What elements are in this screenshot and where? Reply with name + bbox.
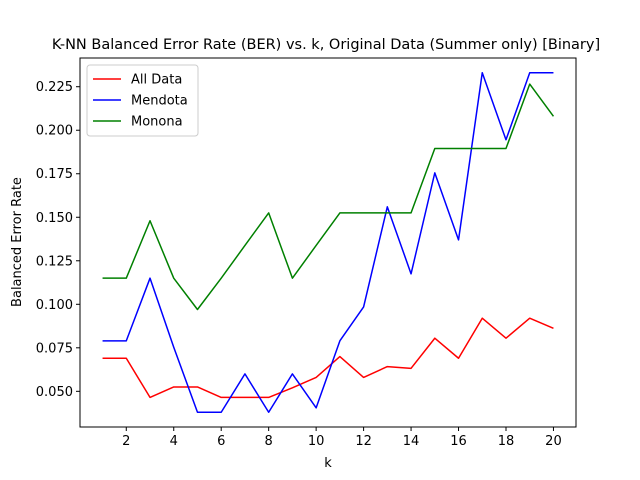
x-tick-label: 20 <box>545 434 562 449</box>
x-tick-label: 12 <box>355 434 372 449</box>
legend-label-all-data: All Data <box>131 73 182 88</box>
plot-frame <box>79 57 577 428</box>
y-tick-label: 0.175 <box>36 167 73 182</box>
y-tick-label: 0.100 <box>36 298 73 313</box>
y-tick-label: 0.050 <box>36 385 73 400</box>
y-axis-label: Balanced Error Rate <box>10 177 25 307</box>
x-tick-label: 6 <box>217 434 225 449</box>
y-tick-label: 0.150 <box>36 211 73 226</box>
y-tick-label: 0.225 <box>36 80 73 95</box>
x-axis: 2 4 6 8 10 12 14 16 18 20 <box>122 427 562 449</box>
legend-box <box>86 64 199 137</box>
legend-label-monona: Monona <box>131 115 183 130</box>
x-tick-label: 14 <box>403 434 420 449</box>
x-tick-label: 4 <box>170 434 178 449</box>
x-axis-label: k <box>324 456 332 471</box>
series-line-mendota <box>102 72 554 413</box>
y-tick-label: 0.200 <box>36 124 73 139</box>
x-tick-label: 10 <box>308 434 325 449</box>
y-tick-label: 0.075 <box>36 341 73 356</box>
series-line-all-data <box>102 317 554 399</box>
legend-label-mendota: Mendota <box>131 94 188 109</box>
series-line-monona <box>102 83 555 311</box>
x-tick-label: 8 <box>265 434 273 449</box>
series-layer <box>102 72 555 413</box>
y-axis: 0.050 0.075 0.100 0.125 0.150 0.175 0.200 0.225 <box>36 80 80 400</box>
x-tick-label: 2 <box>122 434 130 449</box>
chart-title: K-NN Balanced Error Rate (BER) vs. k, Or… <box>52 37 600 53</box>
legend: All Data Mendota Monona <box>86 64 199 137</box>
y-tick-label: 0.125 <box>36 254 73 269</box>
x-tick-label: 16 <box>450 434 467 449</box>
x-tick-label: 18 <box>498 434 515 449</box>
